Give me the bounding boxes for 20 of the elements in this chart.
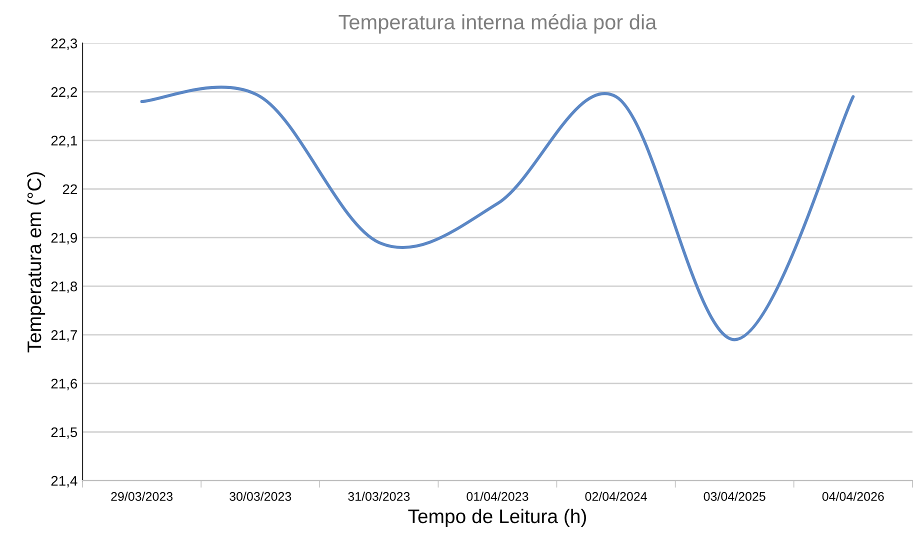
x-tick-label: 30/03/2023 [230,492,292,501]
y-tick-label: 21,8 [51,282,78,294]
y-tick-label: 21,4 [51,476,78,488]
x-tick-label: 03/04/2025 [704,492,766,501]
y-tick-label: 21,6 [51,378,78,390]
chart-title: Temperatura interna média por dia [338,14,657,34]
y-tick-label: 22,1 [51,136,77,148]
y-tick-label: 21,9 [51,232,78,244]
y-tick-label: 21,5 [51,427,78,439]
x-tick-label: 02/04/2024 [585,492,647,501]
x-tick-label: 31/03/2023 [348,492,410,501]
y-tick-label: 22 [62,184,77,194]
x-tick-label: 01/04/2023 [466,492,528,501]
y-axis-title: Temperatura em (°C) [26,172,46,352]
y-tick-label: 21,7 [51,330,77,342]
y-tick-label: 22,3 [51,38,78,50]
x-tick-label: 04/04/2026 [822,492,884,501]
y-tick-label: 22,2 [51,87,77,99]
x-axis-title: Tempo de Leitura (h) [408,508,586,528]
x-tick-label: 29/03/2023 [111,492,173,501]
